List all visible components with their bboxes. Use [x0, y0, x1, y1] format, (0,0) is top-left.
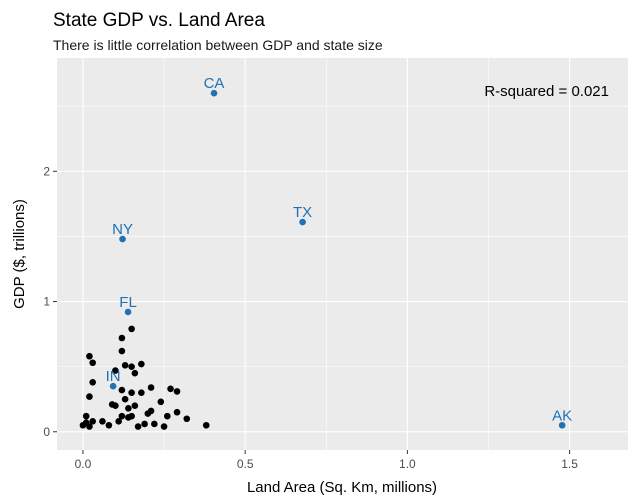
point-label: IN: [106, 368, 121, 385]
y-tick-label: 1: [43, 295, 50, 309]
r-squared-annotation: R-squared = 0.021: [484, 83, 609, 100]
x-tick-label: 0.0: [75, 457, 92, 471]
data-point: [121, 362, 129, 369]
x-tick-label: 0.5: [237, 457, 254, 471]
data-point: [89, 359, 96, 367]
data-point: [121, 395, 129, 403]
data-point: [105, 421, 113, 429]
x-axis: 0.0 0.5 1.0 1.5: [75, 450, 578, 471]
highlighted-point: [124, 308, 132, 316]
data-point: [160, 423, 168, 430]
data-point: [131, 369, 139, 377]
data-points: [79, 325, 210, 430]
data-point: [125, 405, 132, 412]
grid-major: [57, 58, 628, 450]
data-point: [147, 384, 155, 391]
grid-minor: [57, 58, 628, 450]
data-point: [164, 412, 171, 420]
data-point: [86, 423, 93, 430]
data-point: [141, 420, 148, 428]
highlighted-point: [299, 218, 306, 226]
data-point: [167, 385, 174, 393]
data-point: [138, 389, 145, 396]
highlighted-point: [210, 89, 218, 97]
data-point: [89, 418, 96, 425]
chart-title: State GDP vs. Land Area: [53, 10, 265, 31]
chart-subtitle: There is little correlation between GDP …: [53, 37, 383, 53]
point-label: FL: [119, 294, 137, 311]
x-tick-label: 1.0: [399, 457, 416, 471]
highlighted-point: [558, 421, 566, 429]
data-point: [173, 388, 181, 395]
data-point: [134, 423, 142, 430]
y-tick-label: 0: [43, 425, 50, 439]
data-point: [118, 347, 126, 355]
data-point: [112, 402, 119, 410]
data-point: [89, 378, 96, 386]
data-point: [115, 418, 122, 425]
y-axis-title: GDP ($, trillions): [11, 199, 28, 309]
point-label: TX: [293, 204, 312, 221]
x-tick-label: 1.5: [561, 457, 578, 471]
data-point: [157, 398, 165, 406]
data-point: [131, 402, 139, 410]
data-point: [128, 363, 135, 370]
data-point: [82, 412, 90, 420]
data-point: [128, 412, 135, 420]
data-point: [202, 421, 210, 429]
y-tick-label: 2: [43, 164, 50, 178]
point-label: NY: [112, 221, 133, 238]
highlighted-point: [119, 235, 126, 243]
point-label: CA: [204, 75, 225, 92]
highlighted-points: CA TX NY FL IN AK: [106, 75, 572, 429]
data-point: [147, 407, 155, 415]
y-axis: 0 1 2: [43, 164, 57, 439]
data-point: [118, 334, 126, 342]
data-point: [128, 325, 135, 333]
data-point: [118, 412, 126, 420]
data-point: [118, 386, 126, 394]
data-point: [128, 389, 135, 396]
data-point: [99, 418, 106, 425]
data-point: [112, 367, 119, 374]
data-point: [151, 420, 158, 428]
x-axis-title: Land Area (Sq. Km, millions): [247, 479, 437, 496]
data-point: [86, 393, 93, 400]
data-point: [86, 352, 93, 360]
highlighted-point: [109, 382, 117, 390]
data-point: [183, 415, 191, 423]
data-point: [138, 360, 145, 368]
point-label: AK: [552, 407, 572, 424]
data-point: [173, 408, 181, 416]
